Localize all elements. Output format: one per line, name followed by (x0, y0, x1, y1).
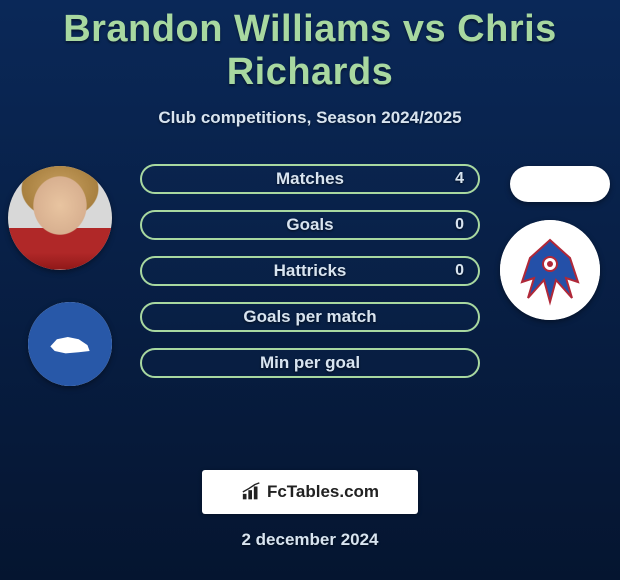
stat-label: Matches (276, 169, 344, 189)
bars-icon (241, 482, 263, 502)
stat-row: Min per goal (140, 348, 480, 378)
stats-list: Matches 4 Goals 0 Hattricks 0 Goals per … (140, 164, 480, 394)
club-right-badge (500, 220, 600, 320)
stat-row: Matches 4 (140, 164, 480, 194)
ipswich-badge-icon (28, 302, 112, 386)
stat-label: Min per goal (260, 353, 360, 373)
player-left-avatar (8, 166, 112, 270)
stat-right-value: 0 (455, 216, 464, 234)
stat-row: Goals per match (140, 302, 480, 332)
comparison-panel: Matches 4 Goals 0 Hattricks 0 Goals per … (0, 162, 620, 462)
avatar-face-icon (8, 166, 112, 270)
date-label: 2 december 2024 (0, 530, 620, 550)
stat-row: Goals 0 (140, 210, 480, 240)
subtitle: Club competitions, Season 2024/2025 (0, 108, 620, 128)
stat-row: Hattricks 0 (140, 256, 480, 286)
watermark-text: FcTables.com (267, 482, 379, 502)
club-left-badge (28, 302, 112, 386)
player-right-avatar (510, 166, 610, 202)
stat-right-value: 4 (455, 170, 464, 188)
stat-label: Goals (286, 215, 333, 235)
stat-right-value: 0 (455, 262, 464, 280)
crystal-palace-badge-icon (500, 220, 600, 320)
stat-label: Goals per match (243, 307, 376, 327)
page-title: Brandon Williams vs Chris Richards (0, 0, 620, 94)
watermark: FcTables.com (202, 470, 418, 514)
stat-label: Hattricks (274, 261, 347, 281)
